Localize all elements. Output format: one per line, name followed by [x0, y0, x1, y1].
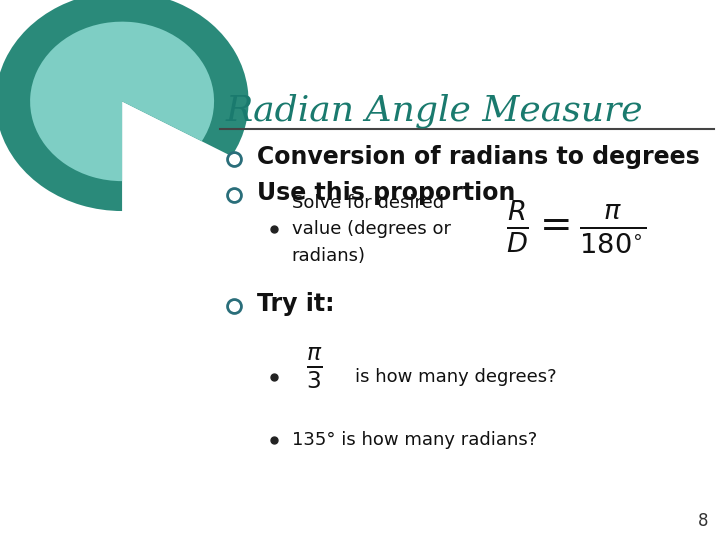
- Text: $\frac{R}{D} = \frac{\pi}{180^{\circ}}$: $\frac{R}{D} = \frac{\pi}{180^{\circ}}$: [506, 199, 647, 255]
- Text: is how many degrees?: is how many degrees?: [355, 368, 557, 386]
- Wedge shape: [30, 22, 214, 181]
- Text: Radian Angle Measure: Radian Angle Measure: [225, 94, 643, 129]
- Text: Solve for desired
value (degrees or
radians): Solve for desired value (degrees or radi…: [292, 194, 451, 265]
- Text: Conversion of radians to degrees: Conversion of radians to degrees: [257, 145, 700, 169]
- Text: Try it:: Try it:: [257, 292, 335, 316]
- Text: Use this proportion: Use this proportion: [257, 181, 516, 205]
- Text: 135° is how many radians?: 135° is how many radians?: [292, 431, 537, 449]
- Text: 8: 8: [698, 512, 708, 530]
- Wedge shape: [0, 0, 248, 211]
- Text: $\frac{\pi}{3}$: $\frac{\pi}{3}$: [306, 346, 323, 390]
